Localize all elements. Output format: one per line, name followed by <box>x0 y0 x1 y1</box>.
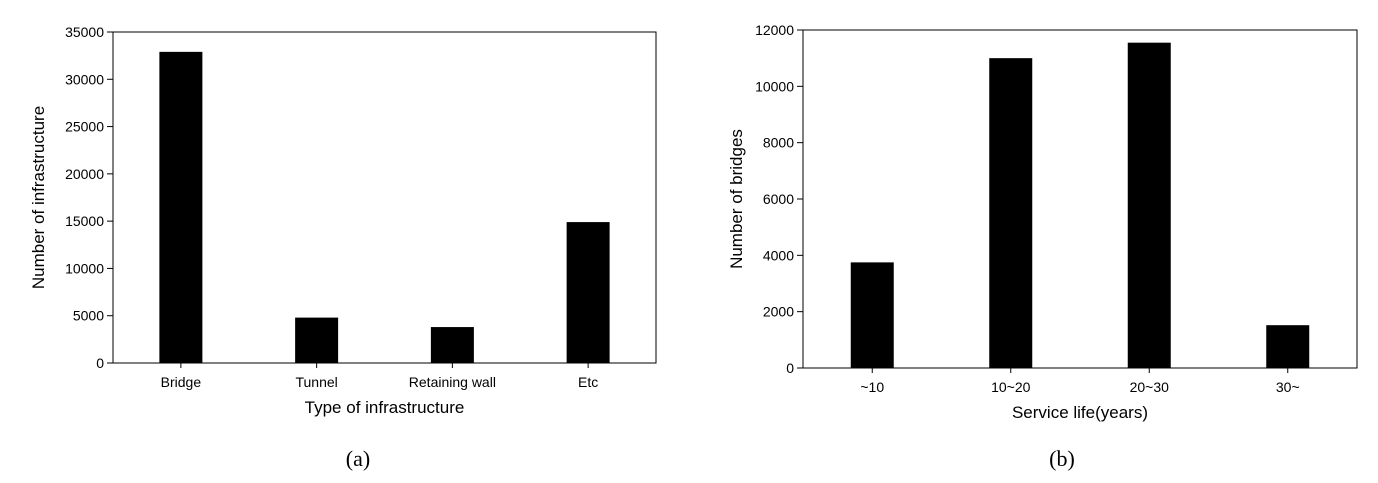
y-tick-label: 30000 <box>65 71 104 87</box>
y-tick-label: 10000 <box>755 78 794 94</box>
panel-caption: (b) <box>1049 446 1075 471</box>
x-axis-title: Service life(years) <box>1012 403 1148 422</box>
y-axis-title: Number of infrastructure <box>29 106 48 289</box>
x-tick-label: Bridge <box>161 374 202 390</box>
bar-10-20 <box>989 58 1033 369</box>
bar-retaining-wall <box>430 327 474 363</box>
y-tick-label: 2000 <box>763 304 794 320</box>
bar-bridge <box>159 51 203 364</box>
x-tick-label: ~10 <box>860 379 884 395</box>
plot-frame <box>112 31 657 364</box>
y-axis-title: Number of bridges <box>727 129 746 269</box>
y-tick-label: 0 <box>786 360 794 376</box>
bar-etc <box>566 222 610 363</box>
y-tick-label: 35000 <box>65 24 104 40</box>
bar-30 <box>1266 325 1310 368</box>
x-tick-label: 20~30 <box>1130 379 1170 395</box>
chart-a: 0 5000 10000 15000 20000 25000 30000 35000 Bridg… <box>29 24 657 471</box>
x-axis-title: Type of infrastructure <box>305 398 465 417</box>
x-tick-label: 30~ <box>1276 379 1300 395</box>
bar-20-30 <box>1127 42 1171 369</box>
y-tick-label: 6000 <box>763 191 794 207</box>
y-tick-label: 8000 <box>763 135 794 151</box>
y-tick-label: 12000 <box>755 22 794 38</box>
x-tick-label: Etc <box>578 374 598 390</box>
y-tick-label: 20000 <box>65 166 104 182</box>
bar-tunnel <box>295 317 339 363</box>
panel-caption: (a) <box>346 446 370 471</box>
y-tick-label: 0 <box>96 355 104 371</box>
chart-b: 0 2000 4000 6000 8000 10000 12000 ~10 10~20 20~30… <box>727 22 1358 471</box>
x-tick-label: Retaining wall <box>409 374 496 390</box>
y-tick-label: 10000 <box>65 260 104 276</box>
x-tick-label: 10~20 <box>991 379 1031 395</box>
x-tick-label: Tunnel <box>295 374 337 390</box>
y-tick-label: 15000 <box>65 213 104 229</box>
bar-10 <box>850 262 894 368</box>
y-tick-label: 25000 <box>65 119 104 135</box>
y-tick-label: 5000 <box>73 308 104 324</box>
y-tick-label: 4000 <box>763 247 794 263</box>
